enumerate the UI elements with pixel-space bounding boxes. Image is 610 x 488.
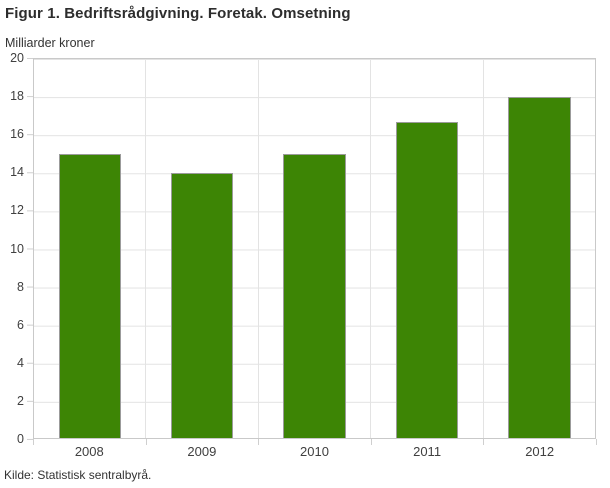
x-axis-tick-mark <box>370 439 372 445</box>
y-axis-labels: 0 2 4 6 8 10 12 14 16 18 20 <box>0 52 24 445</box>
y-axis-unit-label: Milliarder kroner <box>5 36 95 50</box>
bar-2009 <box>170 172 234 438</box>
bar-column-2008 <box>34 59 147 438</box>
x-tick-label-2010: 2010 <box>300 444 329 459</box>
bar-columns <box>34 59 595 438</box>
bar-2010 <box>283 153 346 438</box>
x-tick-label-2009: 2009 <box>187 444 217 459</box>
bar-2011 <box>395 121 459 438</box>
bar-column-2012 <box>484 59 595 438</box>
x-tick-label-2012: 2012 <box>525 444 555 459</box>
x-axis-tick-mark <box>483 439 485 445</box>
y-tick-label-8: 8 <box>17 279 24 294</box>
bar-column-2009 <box>146 59 259 438</box>
x-axis-labels: 2008 2009 2010 2011 2012 <box>33 444 596 459</box>
x-tick-label-2008: 2008 <box>74 444 104 459</box>
y-axis-tick-marks <box>27 58 33 440</box>
y-tick-label-10: 10 <box>10 241 24 256</box>
y-tick-label-0: 0 <box>17 431 24 446</box>
y-tick-label-14: 14 <box>10 165 24 180</box>
y-tick-label-12: 12 <box>10 203 24 218</box>
bar-column-2011 <box>371 59 484 438</box>
y-tick-label-18: 18 <box>10 88 24 103</box>
source-note: Kilde: Statistisk sentralbyrå. <box>4 468 152 482</box>
x-axis-tick-mark <box>145 439 147 445</box>
y-tick-label-20: 20 <box>10 50 24 65</box>
bar-2012 <box>508 96 571 438</box>
y-tick-label-2: 2 <box>17 393 24 408</box>
y-tick-label-4: 4 <box>17 355 24 370</box>
chart-title: Figur 1. Bedriftsrådgivning. Foretak. Om… <box>5 5 351 22</box>
x-tick-label-2011: 2011 <box>413 444 442 459</box>
x-axis-tick-mark <box>258 439 260 445</box>
bar-2008 <box>58 153 121 438</box>
y-tick-label-6: 6 <box>17 317 24 332</box>
x-axis-tick-mark <box>33 439 34 445</box>
x-axis-tick-mark <box>596 439 597 445</box>
y-tick-label-16: 16 <box>10 126 24 141</box>
bar-column-2010 <box>259 59 372 438</box>
plot-area <box>33 58 596 439</box>
